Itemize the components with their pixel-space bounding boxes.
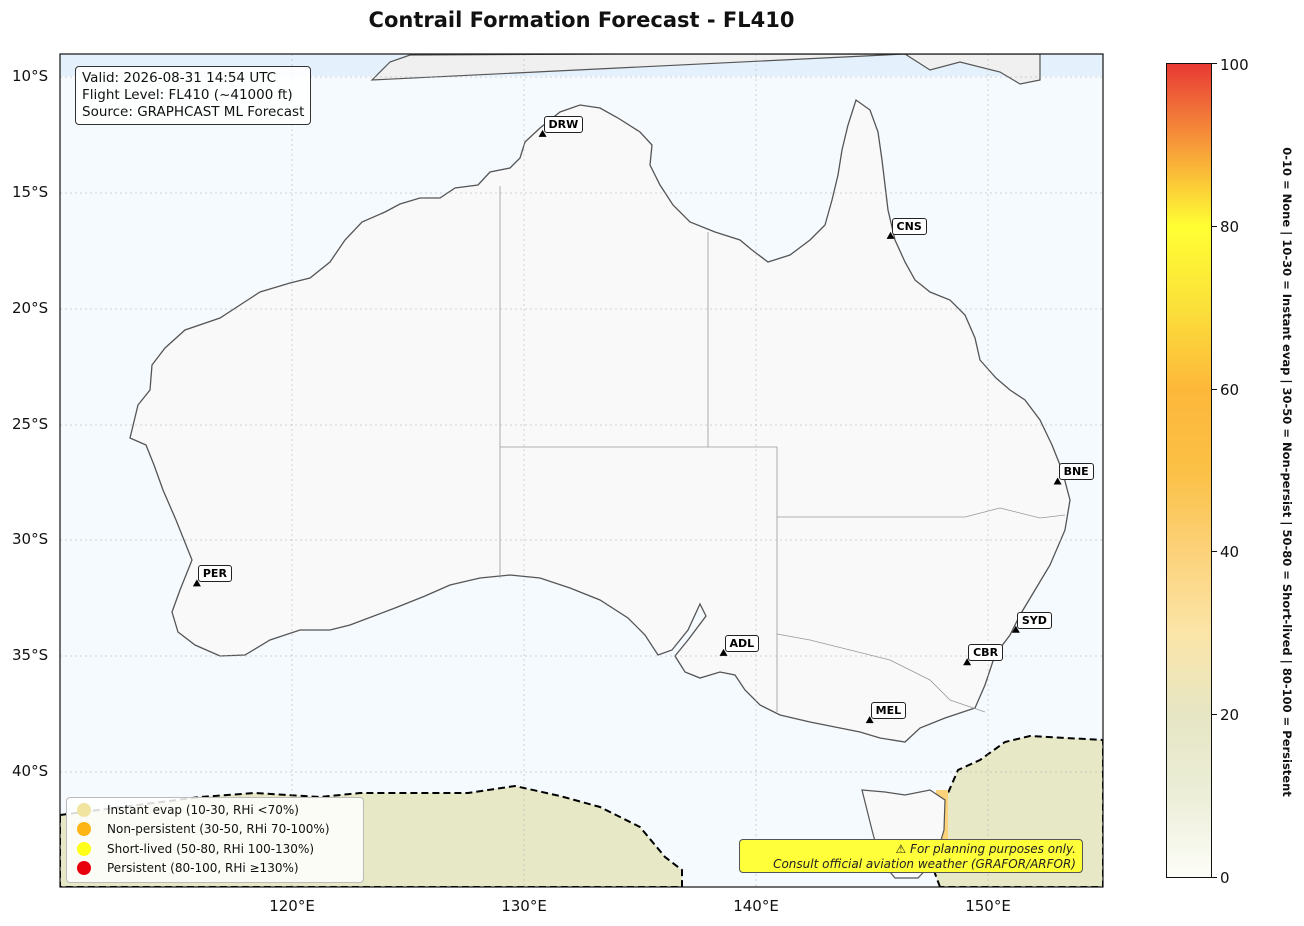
- city-label-drw: DRW: [543, 115, 584, 133]
- city-label-adl: ADL: [724, 634, 760, 652]
- colorbar: [1166, 63, 1212, 878]
- city-marker-icon: [1011, 625, 1020, 633]
- flight-level: Flight Level: FL410 (~41000 ft): [82, 87, 293, 103]
- city-marker-icon: [886, 231, 895, 239]
- lat-tick: 30°S: [12, 530, 49, 548]
- lon-tick: 140°E: [733, 897, 779, 915]
- legend-item: Instant evap (10-30, RHi <70%): [67, 800, 363, 820]
- forecast-source: Source: GRAPHCAST ML Forecast: [82, 104, 305, 120]
- city-marker-icon: [538, 129, 547, 137]
- legend-swatch: [77, 822, 91, 837]
- warning-line-2: Consult official aviation weather (GRAFO…: [773, 856, 1076, 871]
- legend-item: Persistent (80-100, RHi ≥130%): [67, 859, 363, 879]
- city-label-cns: CNS: [891, 217, 927, 235]
- warning-line-1: ⚠ For planning purposes only.: [895, 842, 1076, 856]
- australia-mainland: [129, 98, 1071, 743]
- city-label-syd: SYD: [1016, 611, 1052, 629]
- colorbar-tick: 80: [1220, 218, 1240, 236]
- legend-swatch: [77, 802, 91, 817]
- lat-tick: 40°S: [12, 762, 49, 780]
- city-marker-icon: [719, 648, 728, 656]
- map-frame: [59, 53, 1104, 888]
- colorbar-label: 0-10 = None | 10-30 = Instant evap | 30-…: [1280, 147, 1294, 797]
- new-guinea: [370, 54, 1041, 85]
- lon-tick: 120°E: [269, 897, 315, 915]
- legend-swatch: [77, 841, 91, 856]
- gridlines: [60, 54, 1103, 887]
- colorbar-tick: 60: [1220, 381, 1240, 399]
- city-marker-icon: [1053, 477, 1062, 485]
- lat-tick: 15°S: [12, 183, 49, 201]
- state-borders: [499, 186, 1066, 713]
- colorbar-tick: 40: [1220, 543, 1240, 561]
- colorbar-tick: 20: [1220, 706, 1240, 724]
- colorbar-tick: 100: [1220, 56, 1249, 74]
- legend-swatch: [77, 861, 91, 876]
- lat-tick: 35°S: [12, 646, 49, 664]
- lon-tick: 150°E: [965, 897, 1011, 915]
- city-marker-icon: [865, 716, 874, 724]
- lon-tick: 130°E: [501, 897, 547, 915]
- map-title: Contrail Formation Forecast - FL410: [368, 8, 795, 32]
- colorbar-tick: 0: [1220, 869, 1230, 887]
- lat-tick: 20°S: [12, 299, 49, 317]
- city-label-cbr: CBR: [968, 644, 1004, 662]
- legend-item: Short-lived (50-80, RHi 100-130%): [67, 839, 363, 859]
- city-marker-icon: [192, 579, 201, 587]
- city-label-per: PER: [197, 565, 232, 583]
- lat-tick: 10°S: [12, 67, 49, 85]
- lat-tick: 25°S: [12, 415, 49, 433]
- city-label-mel: MEL: [870, 702, 907, 720]
- forecast-info-box: Valid: 2026-08-31 14:54 UTC Flight Level…: [75, 66, 312, 125]
- legend: Instant evap (10-30, RHi <70%) Non-persi…: [66, 797, 364, 883]
- valid-time: Valid: 2026-08-31 14:54 UTC: [82, 70, 277, 86]
- city-label-bne: BNE: [1058, 463, 1094, 481]
- city-marker-icon: [963, 658, 972, 666]
- planning-warning: ⚠ For planning purposes only. Consult of…: [739, 839, 1083, 873]
- legend-item: Non-persistent (30-50, RHi 70-100%): [67, 820, 363, 840]
